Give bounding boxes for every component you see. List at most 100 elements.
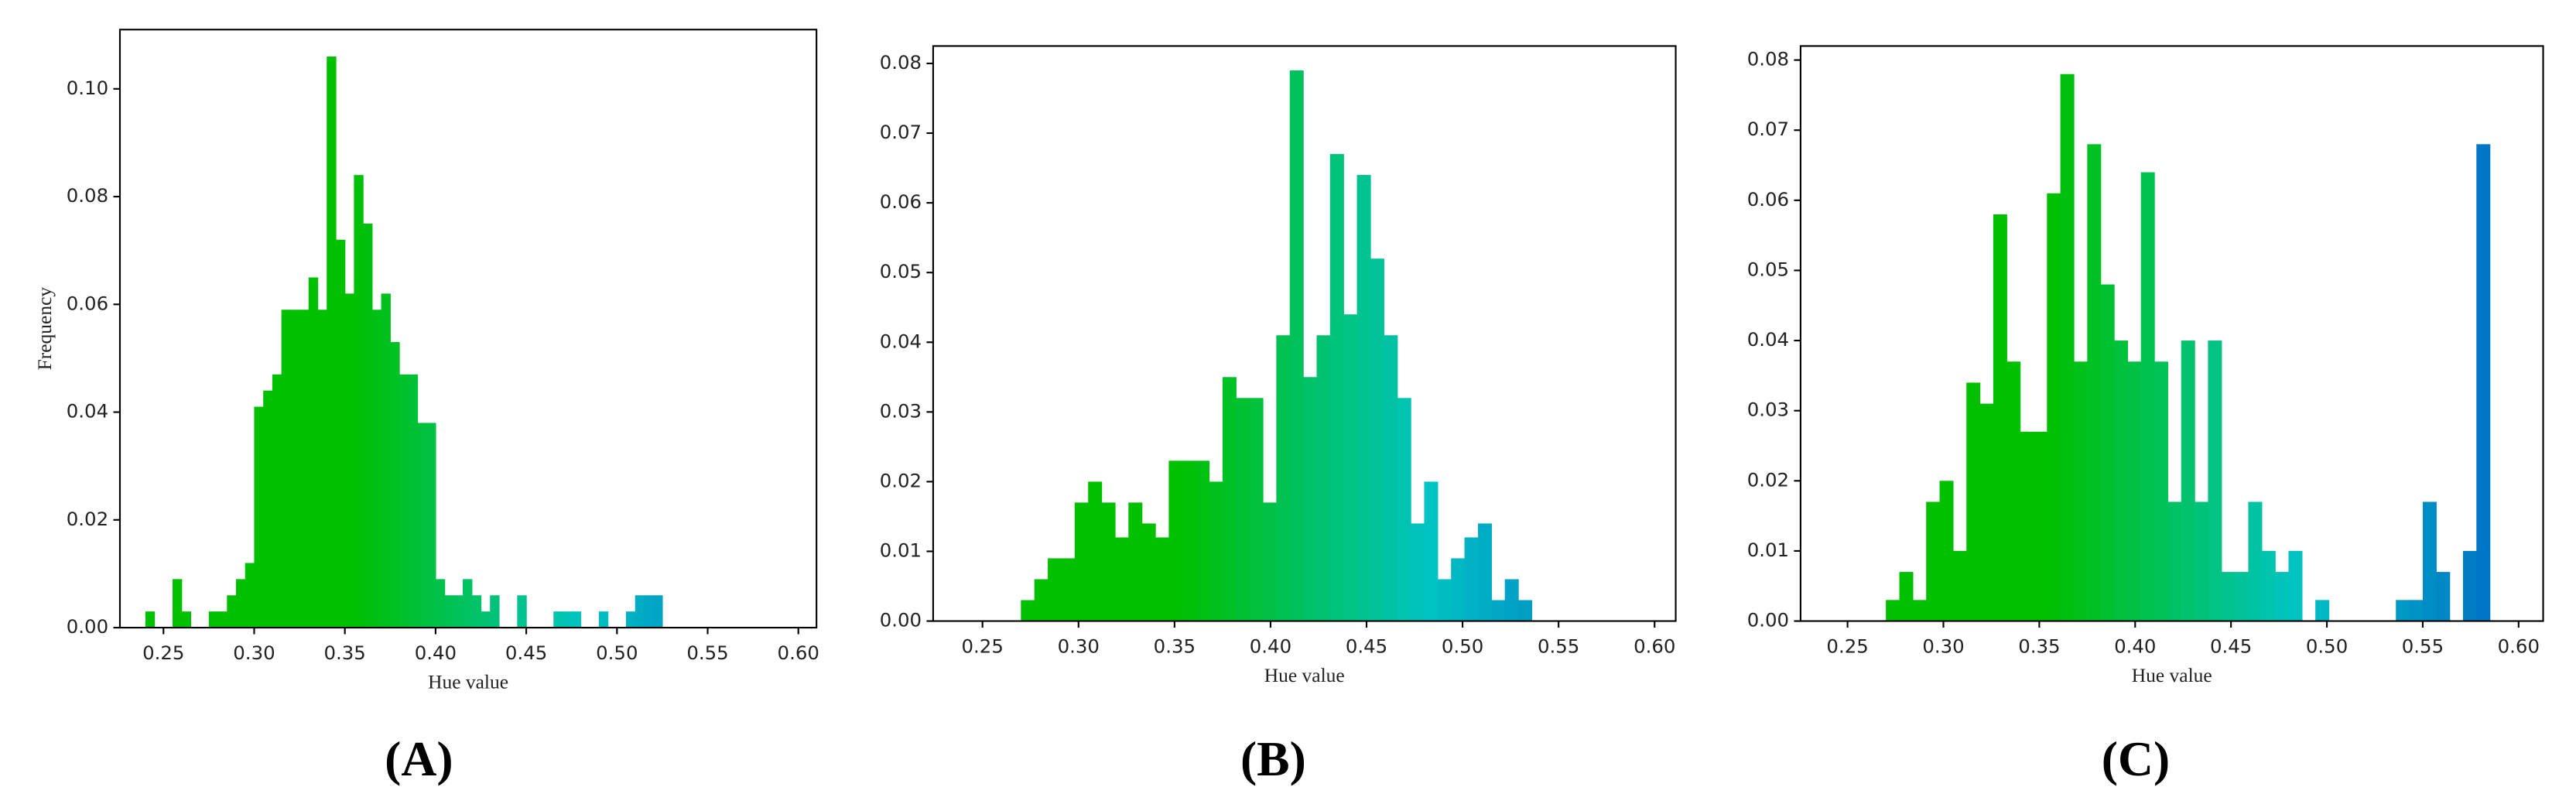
x-tick-label: 0.25 <box>142 642 184 664</box>
bar <box>2073 361 2088 621</box>
bar <box>1196 460 1210 621</box>
bar <box>1329 154 1344 621</box>
bar <box>2047 193 2061 621</box>
bar <box>1504 579 1519 621</box>
bar <box>381 293 391 628</box>
y-tick-label: 0.01 <box>1747 539 1789 561</box>
y-tick-label: 0.02 <box>880 469 922 491</box>
bar <box>2235 572 2249 621</box>
bar <box>2315 600 2330 621</box>
bar <box>463 579 473 628</box>
y-tick-label: 0.04 <box>1747 328 1789 351</box>
bar <box>227 595 237 628</box>
y-tick-label: 0.00 <box>880 609 922 631</box>
panel-label: (A) <box>385 731 453 786</box>
x-tick-label: 0.60 <box>1634 635 1675 658</box>
bar <box>2181 340 2195 621</box>
bar <box>1451 558 1466 621</box>
x-tick-label: 0.60 <box>2498 635 2540 658</box>
x-tick-label: 0.50 <box>596 642 638 664</box>
bar <box>1397 398 1411 621</box>
bar <box>644 595 654 628</box>
bar <box>2020 431 2034 621</box>
bar <box>2248 501 2263 621</box>
bar <box>1128 502 1143 621</box>
bar <box>444 595 454 628</box>
bar <box>1155 537 1170 621</box>
bar <box>354 175 364 628</box>
bar <box>344 293 355 628</box>
bar <box>1979 403 1994 621</box>
bar <box>2409 600 2424 621</box>
x-tick-label: 0.30 <box>233 642 275 664</box>
bar <box>1464 537 1479 621</box>
x-tick-label: 0.40 <box>2114 635 2156 658</box>
bar <box>562 611 573 628</box>
bar <box>1370 258 1384 621</box>
plot-frame <box>1799 45 2544 622</box>
bar <box>1263 502 1278 621</box>
y-tick-label: 0.06 <box>1747 188 1789 210</box>
x-tick-label: 0.60 <box>778 642 819 664</box>
bar <box>145 611 156 628</box>
bar <box>1424 481 1439 621</box>
bar <box>426 423 436 628</box>
x-axis-label: Hue value <box>2132 664 2212 686</box>
bar <box>1141 523 1156 621</box>
y-tick-label: 0.00 <box>1747 609 1789 631</box>
bar <box>517 595 527 628</box>
x-tick-label: 0.45 <box>505 642 547 664</box>
x-tick-label: 0.35 <box>323 642 365 664</box>
bar <box>2436 572 2451 621</box>
bar <box>2462 550 2477 621</box>
x-tick-label: 0.55 <box>2402 635 2444 658</box>
bar <box>1236 398 1250 621</box>
bar <box>1886 600 1900 621</box>
y-tick-label: 0.04 <box>880 330 922 352</box>
bar <box>2140 172 2155 621</box>
y-tick-label: 0.08 <box>1747 48 1789 70</box>
x-tick-label: 0.25 <box>1826 635 1868 658</box>
bar <box>598 611 609 628</box>
bar <box>399 374 409 628</box>
x-tick-label: 0.40 <box>1250 635 1291 658</box>
bar <box>1061 558 1076 621</box>
bar <box>2087 144 2102 621</box>
bar <box>2100 284 2115 621</box>
bar <box>635 595 645 628</box>
bar <box>1356 175 1371 621</box>
bar <box>2127 361 2142 621</box>
bar <box>481 611 491 628</box>
bar <box>435 579 446 628</box>
bar <box>1343 314 1358 621</box>
bar <box>2396 600 2410 621</box>
bar <box>1993 214 2007 621</box>
bar <box>453 595 464 628</box>
y-tick-label: 0.07 <box>880 121 922 143</box>
y-tick-label: 0.06 <box>67 292 108 314</box>
x-axis-label: Hue value <box>1264 664 1345 686</box>
bar <box>408 374 419 628</box>
y-tick-label: 0.02 <box>67 508 108 530</box>
bar <box>335 239 346 628</box>
bar <box>2033 431 2047 621</box>
bar <box>1952 550 1967 621</box>
bar <box>1101 502 1116 621</box>
plot-frame <box>932 45 1677 622</box>
bar <box>653 595 663 628</box>
bar <box>299 310 310 628</box>
bar <box>2114 340 2128 621</box>
bar <box>2060 74 2075 621</box>
x-tick-label: 0.25 <box>962 635 1004 658</box>
bar <box>281 310 291 628</box>
y-tick-label: 0.00 <box>67 615 108 638</box>
bar <box>2288 550 2303 621</box>
bar <box>390 342 400 628</box>
bar <box>1912 600 1927 621</box>
bar <box>208 611 219 628</box>
x-tick-label: 0.50 <box>1442 635 1483 658</box>
bar <box>1939 481 1954 621</box>
bar <box>290 310 300 628</box>
y-tick-label: 0.07 <box>1747 118 1789 140</box>
